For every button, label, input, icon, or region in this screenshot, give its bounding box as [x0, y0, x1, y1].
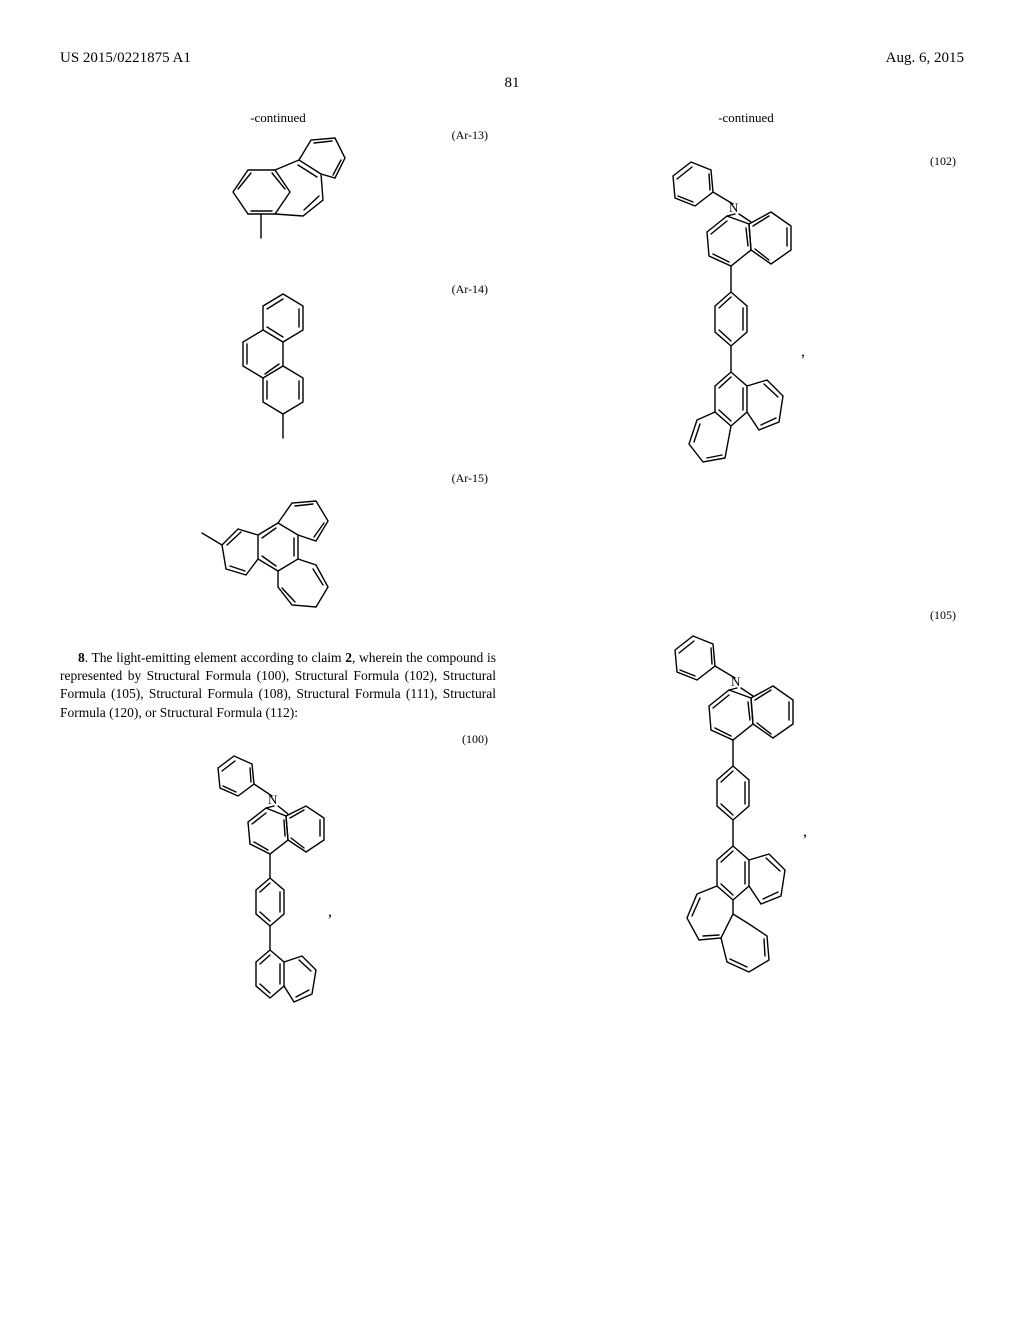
structure-label: (Ar-13) [452, 128, 488, 143]
structure-ar-15: (Ar-15) [60, 475, 496, 635]
svg-text:,: , [328, 903, 332, 920]
continued-label-left: -continued [60, 110, 496, 126]
structure-label: (100) [462, 732, 488, 747]
claim-text: 8. The light-emitting element according … [60, 649, 496, 722]
structure-label: (105) [930, 608, 956, 623]
page-container: US 2015/0221875 A1 Aug. 6, 2015 81 -cont… [0, 0, 1024, 1320]
page-number: 81 [60, 75, 964, 92]
molecule-icon: N [631, 606, 861, 1096]
svg-text:N: N [268, 792, 278, 807]
structure-label: (102) [930, 154, 956, 169]
svg-text:,: , [801, 343, 805, 360]
right-column: -continued (102) N [528, 110, 964, 1250]
claim-body-1: . The light-emitting element according t… [85, 650, 345, 665]
structure-105: (105) N [528, 606, 964, 1096]
svg-text:N: N [731, 674, 741, 689]
page-header: US 2015/0221875 A1 Aug. 6, 2015 [60, 50, 964, 67]
claim-ref: 2 [345, 650, 352, 665]
svg-text:N: N [729, 200, 739, 215]
publication-number: US 2015/0221875 A1 [60, 50, 191, 67]
molecule-icon [203, 286, 353, 461]
molecule-icon: N [631, 136, 861, 576]
structure-100: (100) N [60, 736, 496, 1066]
svg-text:,: , [803, 823, 807, 840]
molecule-icon [193, 132, 363, 272]
claim-number: 8 [78, 650, 85, 665]
publication-date: Aug. 6, 2015 [886, 50, 964, 67]
structure-102: (102) N [528, 136, 964, 576]
molecule-icon: N [178, 736, 378, 1066]
structure-ar-13: (Ar-13) [60, 132, 496, 272]
structure-ar-14: (Ar-14) [60, 286, 496, 461]
molecule-icon [188, 475, 368, 635]
structure-label: (Ar-14) [452, 282, 488, 297]
two-column-layout: -continued (Ar-13) [60, 110, 964, 1250]
continued-label-right: -continued [528, 110, 964, 126]
left-column: -continued (Ar-13) [60, 110, 496, 1250]
structure-label: (Ar-15) [452, 471, 488, 486]
